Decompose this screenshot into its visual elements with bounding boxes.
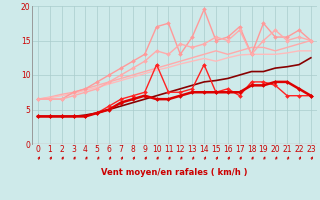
X-axis label: Vent moyen/en rafales ( km/h ): Vent moyen/en rafales ( km/h ) (101, 168, 248, 177)
